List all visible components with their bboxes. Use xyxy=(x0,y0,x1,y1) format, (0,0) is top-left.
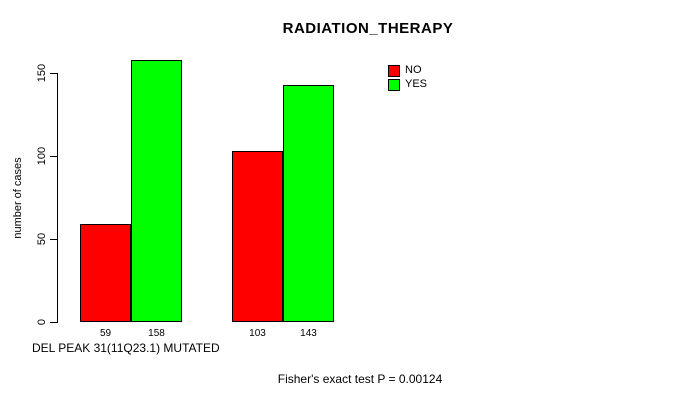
bar-value-label-yes-group-1: 158 xyxy=(148,328,165,339)
y-tick-50 xyxy=(50,238,57,240)
bar-value-label-no-group-1: 59 xyxy=(99,328,112,339)
bar-no-group-2 xyxy=(232,151,283,322)
legend-label-no: NO xyxy=(405,64,422,76)
y-axis-line xyxy=(57,73,58,323)
bar-value-label-no-group-2: 103 xyxy=(249,328,266,339)
y-tick-150 xyxy=(50,72,57,74)
legend-label-yes: YES xyxy=(405,78,428,90)
bar-yes-group-1 xyxy=(131,59,182,322)
chart-title: RADIATION_THERAPY xyxy=(282,20,454,37)
legend-row-no: NO xyxy=(388,64,427,77)
bar-yes-group-2 xyxy=(283,84,334,322)
legend-row-yes: YES xyxy=(388,78,427,91)
y-tick-0 xyxy=(50,321,57,323)
bar-no-group-1 xyxy=(80,224,131,322)
legend: NO YES xyxy=(388,64,427,92)
fisher-test-annotation: Fisher's exact test P = 0.00124 xyxy=(277,372,443,386)
y-tick-100 xyxy=(50,155,57,157)
legend-swatch-no-icon xyxy=(388,64,400,77)
bar-value-label-yes-group-2: 143 xyxy=(300,328,317,339)
x-axis-label: DEL PEAK 31(11Q23.1) MUTATED xyxy=(32,341,220,355)
legend-swatch-yes-icon xyxy=(388,78,400,91)
